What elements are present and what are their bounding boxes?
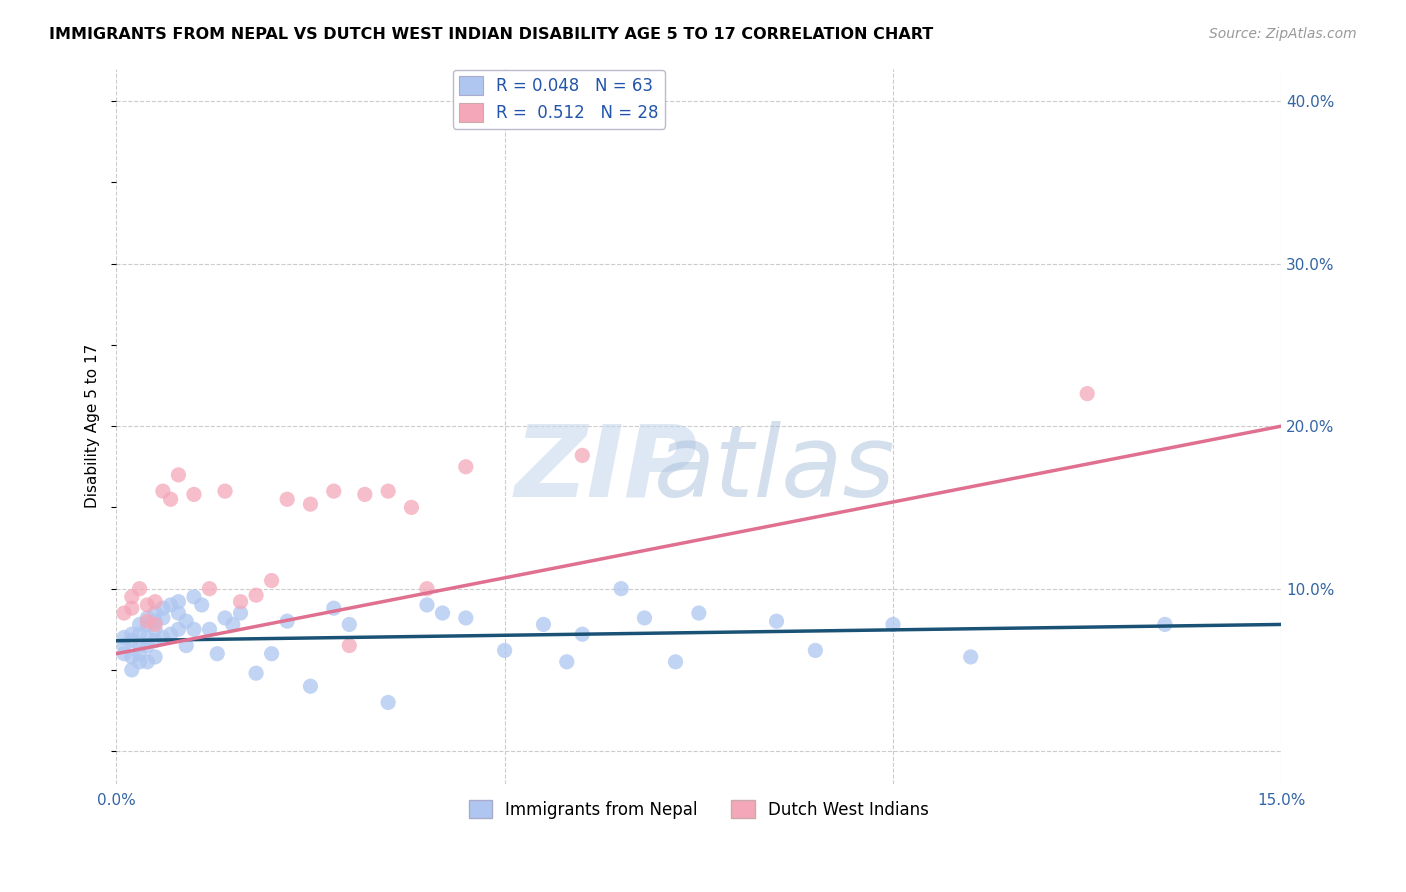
Point [128, 582, 150, 596]
Point [121, 633, 143, 648]
Point [322, 484, 344, 499]
Point [167, 595, 190, 609]
Point [152, 601, 174, 615]
Point [229, 595, 252, 609]
Point [152, 631, 174, 645]
Point [183, 590, 205, 604]
Point [299, 497, 322, 511]
Legend: Immigrants from Nepal, Dutch West Indians: Immigrants from Nepal, Dutch West Indian… [463, 794, 935, 825]
Point [198, 582, 221, 596]
Point [112, 639, 135, 653]
Point [143, 633, 166, 648]
Point [571, 627, 593, 641]
Point [804, 643, 827, 657]
Point [143, 649, 166, 664]
Point [401, 500, 423, 515]
Point [112, 606, 135, 620]
Point [143, 614, 166, 628]
Point [136, 611, 159, 625]
Point [136, 639, 159, 653]
Text: Source: ZipAtlas.com: Source: ZipAtlas.com [1209, 27, 1357, 41]
Text: ZIP: ZIP [515, 420, 697, 517]
Point [121, 663, 143, 677]
Point [276, 492, 298, 507]
Point [128, 617, 150, 632]
Point [882, 617, 904, 632]
Point [454, 459, 477, 474]
Point [610, 582, 633, 596]
Point [353, 487, 375, 501]
Point [245, 588, 267, 602]
Point [260, 574, 283, 588]
Point [152, 611, 174, 625]
Point [167, 623, 190, 637]
Point [112, 631, 135, 645]
Point [143, 595, 166, 609]
Point [159, 492, 181, 507]
Point [121, 590, 143, 604]
Point [183, 487, 205, 501]
Point [337, 617, 360, 632]
Point [416, 582, 439, 596]
Point [143, 617, 166, 632]
Point [322, 601, 344, 615]
Point [207, 647, 229, 661]
Point [633, 611, 655, 625]
Point [167, 467, 190, 482]
Point [136, 631, 159, 645]
Point [454, 611, 477, 625]
Point [136, 598, 159, 612]
Point [183, 623, 205, 637]
Point [128, 639, 150, 653]
Point [555, 655, 578, 669]
Point [214, 484, 236, 499]
Point [688, 606, 710, 620]
Point [112, 647, 135, 661]
Point [159, 627, 181, 641]
Point [198, 623, 221, 637]
Point [222, 617, 245, 632]
Point [128, 655, 150, 669]
Point [159, 598, 181, 612]
Point [174, 639, 197, 653]
Y-axis label: Disability Age 5 to 17: Disability Age 5 to 17 [86, 344, 100, 508]
Point [260, 647, 283, 661]
Point [571, 449, 593, 463]
Text: IMMIGRANTS FROM NEPAL VS DUTCH WEST INDIAN DISABILITY AGE 5 TO 17 CORRELATION CH: IMMIGRANTS FROM NEPAL VS DUTCH WEST INDI… [49, 27, 934, 42]
Point [416, 598, 439, 612]
Point [765, 614, 787, 628]
Point [143, 623, 166, 637]
Point [432, 606, 454, 620]
Point [152, 484, 174, 499]
Point [664, 655, 686, 669]
Point [229, 606, 252, 620]
Point [167, 606, 190, 620]
Point [121, 627, 143, 641]
Point [299, 679, 322, 693]
Point [337, 639, 360, 653]
Point [128, 647, 150, 661]
Point [959, 649, 981, 664]
Point [533, 617, 555, 632]
Text: atlas: atlas [654, 420, 896, 517]
Point [128, 627, 150, 641]
Point [136, 614, 159, 628]
Point [190, 598, 212, 612]
Point [121, 601, 143, 615]
Point [377, 484, 399, 499]
Point [143, 606, 166, 620]
Point [136, 655, 159, 669]
Point [1154, 617, 1177, 632]
Point [494, 643, 516, 657]
Point [121, 649, 143, 664]
Point [377, 696, 399, 710]
Point [276, 614, 298, 628]
Point [245, 666, 267, 681]
Point [174, 614, 197, 628]
Point [1076, 386, 1098, 401]
Point [136, 617, 159, 632]
Point [214, 611, 236, 625]
